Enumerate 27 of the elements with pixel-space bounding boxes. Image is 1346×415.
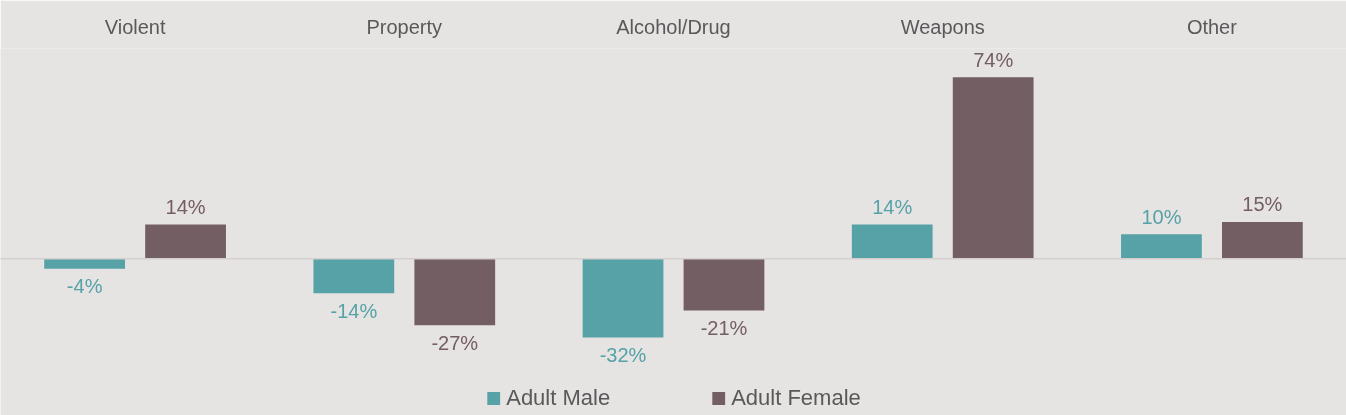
- x-tick-label: Weapons: [900, 15, 985, 38]
- data-label: 14%: [872, 195, 913, 218]
- data-label: -14%: [330, 299, 378, 322]
- bar: [851, 224, 933, 259]
- bar: [582, 258, 664, 338]
- data-label: 74%: [973, 48, 1014, 71]
- x-tick-label: Property: [366, 15, 443, 38]
- data-label: 10%: [1141, 205, 1182, 228]
- x-tick-label: Alcohol/Drug: [616, 15, 731, 38]
- data-label: -32%: [599, 343, 647, 366]
- bar: [414, 258, 496, 326]
- legend-label: Adult Female: [731, 385, 861, 411]
- data-label: -4%: [66, 275, 103, 298]
- x-tick-label: Other: [1186, 15, 1238, 38]
- bar: [313, 258, 395, 294]
- bar: [145, 224, 226, 259]
- data-label: 15%: [1242, 193, 1283, 216]
- bar: [1221, 222, 1303, 259]
- data-label: -27%: [431, 331, 479, 354]
- bar: [683, 258, 765, 311]
- legend-label: Adult Male: [506, 385, 611, 411]
- x-tick-label: Violent: [104, 15, 166, 38]
- data-label: 14%: [165, 195, 206, 218]
- bar: [952, 77, 1034, 259]
- data-label: -21%: [700, 316, 748, 339]
- bar: [44, 258, 126, 269]
- bar: [1121, 234, 1202, 259]
